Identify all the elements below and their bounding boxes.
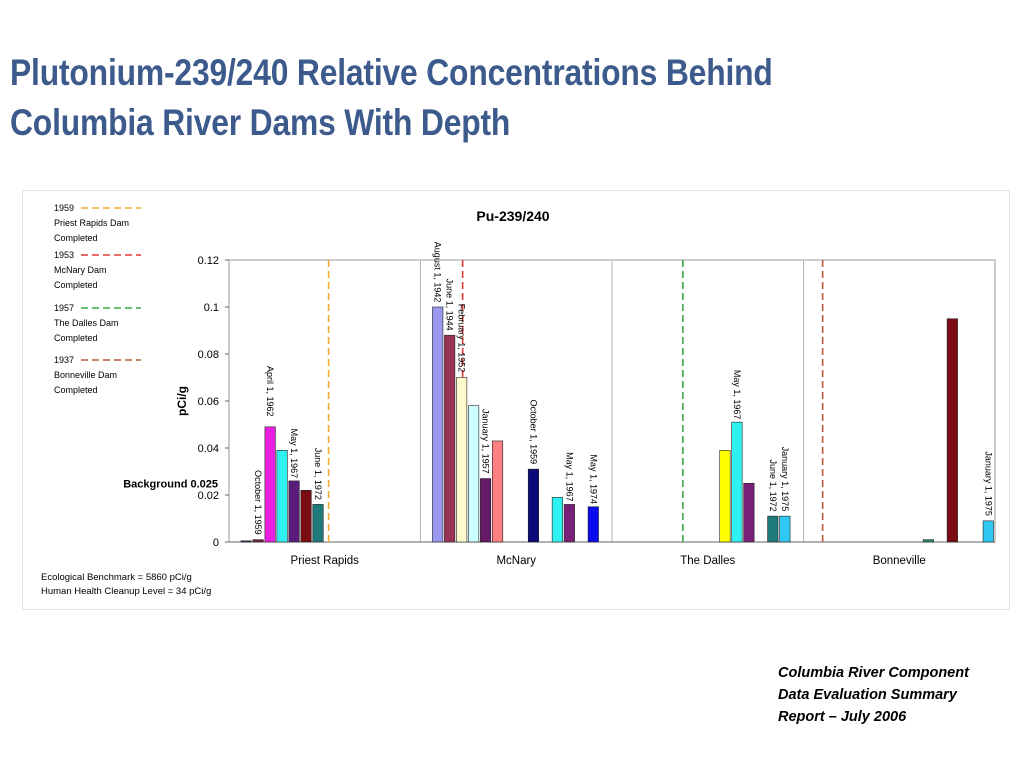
slide-title-line-2: Columbia River Dams With Depth — [10, 102, 511, 143]
data-bar — [468, 405, 480, 543]
y-tick-label: 0.08 — [198, 349, 219, 361]
bar-date-label: February 1, 1952 — [457, 304, 467, 373]
data-bar — [563, 504, 575, 543]
footer-caption: Columbia River Component Data Evaluation… — [778, 662, 1008, 728]
bar-date-label: May 1, 1967 — [289, 429, 299, 479]
legend-label: Completed — [54, 385, 98, 395]
legend-label: Completed — [54, 280, 98, 290]
data-bar — [312, 504, 324, 543]
bar-date-label: April 1, 1962 — [265, 366, 275, 417]
data-bar — [946, 318, 958, 543]
y-tick-label: 0.06 — [198, 396, 219, 408]
bar-date-label: May 1, 1967 — [564, 452, 574, 502]
background-level-label: Background 0.025 — [123, 478, 218, 490]
x-category-label: McNary — [496, 555, 536, 567]
bar-date-label: October 1, 1959 — [528, 400, 538, 465]
footer-line-2: Data Evaluation Summary — [778, 687, 957, 703]
data-bar — [767, 515, 779, 543]
chart-note: Ecological Benchmark = 5860 pCi/g — [41, 572, 192, 583]
data-bar — [492, 440, 504, 543]
chart-title: Pu-239/240 — [476, 208, 549, 224]
data-bar — [587, 506, 599, 543]
data-bar — [551, 497, 563, 543]
bar-date-label: August 1, 1942 — [433, 242, 443, 303]
y-axis-title: pCi/g — [175, 386, 189, 416]
data-bar — [252, 539, 264, 543]
bar-date-label: October 1, 1959 — [253, 470, 263, 535]
legend-year: 1953 — [54, 250, 74, 260]
chart-panel: 0 0.02 0.04 0.06 0.08 0.1 0.12 Priest Rapids McN… — [22, 190, 1010, 610]
data-bar — [432, 306, 444, 543]
data-bar — [731, 421, 743, 543]
legend-label: Completed — [54, 233, 98, 243]
x-category-label: Bonneville — [873, 555, 926, 567]
y-tick-label: 0 — [213, 537, 219, 549]
data-bar — [444, 334, 456, 543]
bar-date-label: June 1, 1944 — [445, 279, 455, 331]
legend-label: Bonneville Dam — [54, 370, 117, 380]
x-category-label: The Dalles — [680, 555, 735, 567]
legend-label: Priest Rapids Dam — [54, 218, 129, 228]
data-bar — [982, 520, 994, 543]
footer-line-1: Columbia River Component — [778, 665, 969, 681]
data-bar — [743, 482, 755, 543]
legend-label: McNary Dam — [54, 265, 107, 275]
data-bar — [456, 377, 468, 543]
legend-label: The Dalles Dam — [54, 318, 119, 328]
y-tick-label: 0.04 — [198, 443, 219, 455]
data-bar — [480, 478, 492, 543]
bar-date-label: January 1, 1957 — [481, 409, 491, 474]
data-bar — [719, 450, 731, 543]
y-tick-label: 0.12 — [198, 255, 219, 267]
bar-date-label: June 1, 1972 — [313, 448, 323, 500]
legend-year: 1937 — [54, 355, 74, 365]
data-bar — [527, 468, 539, 543]
legend-label: Completed — [54, 333, 98, 343]
bar-date-label: May 1, 1967 — [732, 370, 742, 420]
legend-year: 1959 — [54, 203, 74, 213]
data-bar — [288, 480, 300, 543]
bar-date-label: January 1, 1975 — [983, 451, 993, 516]
bar-date-label: June 1, 1972 — [768, 460, 778, 512]
slide-title: Plutonium-239/240 Relative Concentration… — [10, 48, 870, 148]
data-bar — [300, 489, 312, 543]
data-bar — [240, 540, 252, 543]
data-bar — [779, 515, 791, 543]
y-tick-label: 0.02 — [198, 490, 219, 502]
bar-date-label: May 1, 1974 — [588, 454, 598, 504]
y-tick-label: 0.1 — [204, 302, 219, 314]
pu-chart-svg: 0 0.02 0.04 0.06 0.08 0.1 0.12 Priest Rapids McN… — [41, 203, 996, 597]
data-bar — [276, 450, 288, 543]
x-category-label: Priest Rapids — [291, 555, 360, 567]
bar-date-label: January 1, 1975 — [780, 447, 790, 512]
chart-note: Human Health Cleanup Level = 34 pCi/g — [41, 586, 211, 597]
slide-title-line-1: Plutonium-239/240 Relative Concentration… — [10, 52, 773, 93]
data-bar — [264, 426, 276, 543]
legend-year: 1957 — [54, 303, 74, 313]
data-bar — [922, 539, 934, 543]
footer-line-3: Report – July 2006 — [778, 709, 907, 725]
